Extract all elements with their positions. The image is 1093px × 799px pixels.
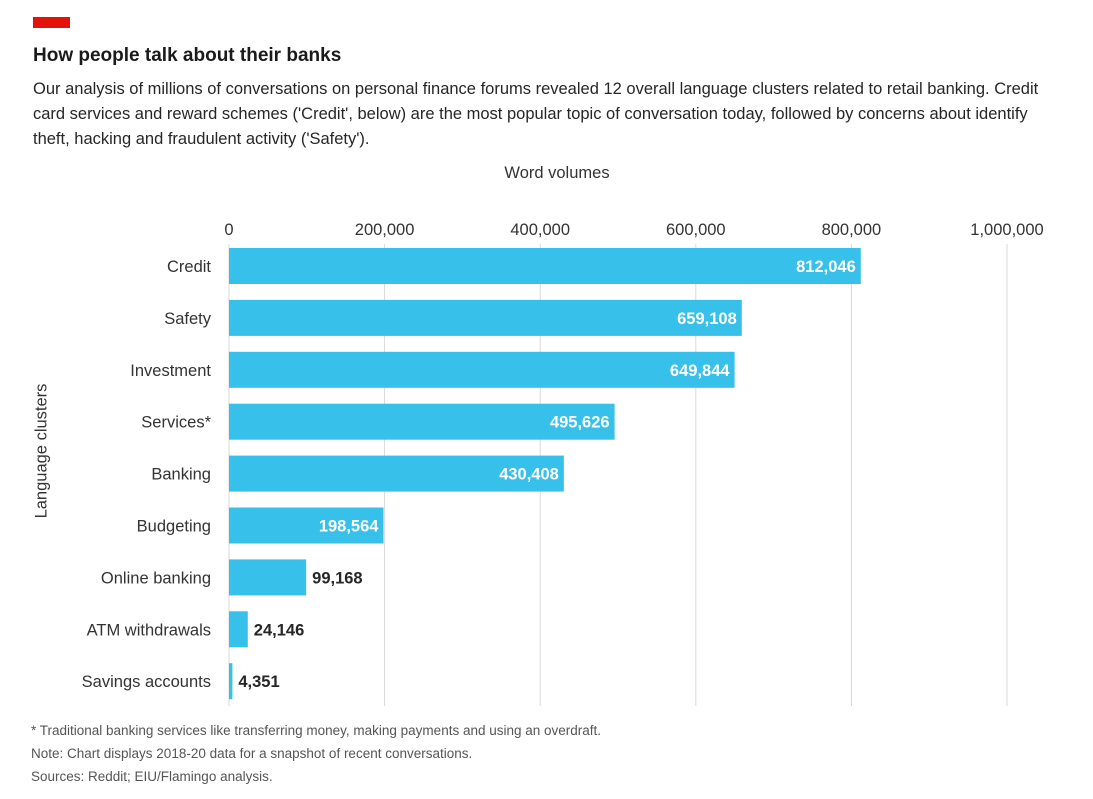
data-label: 649,844 — [670, 362, 730, 380]
footnotes: * Traditional banking services like tran… — [31, 719, 601, 788]
category-label: ATM withdrawals — [87, 621, 211, 639]
bar — [229, 403, 615, 440]
x-tick-label: 0 — [224, 221, 233, 239]
category-label: Online banking — [101, 569, 211, 587]
x-tick-label: 600,000 — [666, 221, 726, 239]
category-label: Safety — [164, 310, 212, 328]
category-label: Investment — [130, 362, 211, 380]
chart-subtitle: Our analysis of millions of conversation… — [33, 80, 1039, 148]
category-label: Banking — [151, 466, 211, 484]
bar — [229, 507, 384, 544]
data-label: 659,108 — [677, 310, 737, 328]
x-axis-title: Word volumes — [504, 164, 610, 182]
category-label: Budgeting — [137, 518, 211, 536]
x-tick-label: 800,000 — [822, 221, 882, 239]
bar — [229, 559, 307, 596]
brand-accent-bar — [33, 17, 70, 28]
category-label: Savings accounts — [82, 673, 211, 691]
footnote-sources: Sources: Reddit; EIU/Flamingo analysis. — [31, 769, 273, 784]
x-tick-label: 200,000 — [355, 221, 415, 239]
data-label: 24,146 — [254, 621, 304, 639]
data-label: 198,564 — [319, 518, 379, 536]
x-tick-label: 1,000,000 — [970, 221, 1043, 239]
data-label: 495,626 — [550, 414, 610, 432]
data-label: 430,408 — [499, 466, 559, 484]
data-label: 99,168 — [312, 569, 362, 587]
bar — [229, 663, 233, 700]
x-tick-label: 400,000 — [510, 221, 570, 239]
footnote-asterisk: * Traditional banking services like tran… — [31, 723, 602, 738]
category-label: Credit — [167, 258, 211, 276]
bar — [229, 351, 735, 388]
bar — [229, 611, 248, 648]
chart-title: How people talk about their banks — [33, 45, 342, 66]
bar — [229, 248, 861, 284]
bar — [229, 299, 742, 336]
bar — [229, 455, 564, 492]
category-label: Services* — [141, 414, 211, 432]
footnote-note: Note: Chart displays 2018-20 data for a … — [31, 746, 473, 761]
data-label: 4,351 — [238, 673, 279, 691]
data-label: 812,046 — [796, 258, 856, 276]
